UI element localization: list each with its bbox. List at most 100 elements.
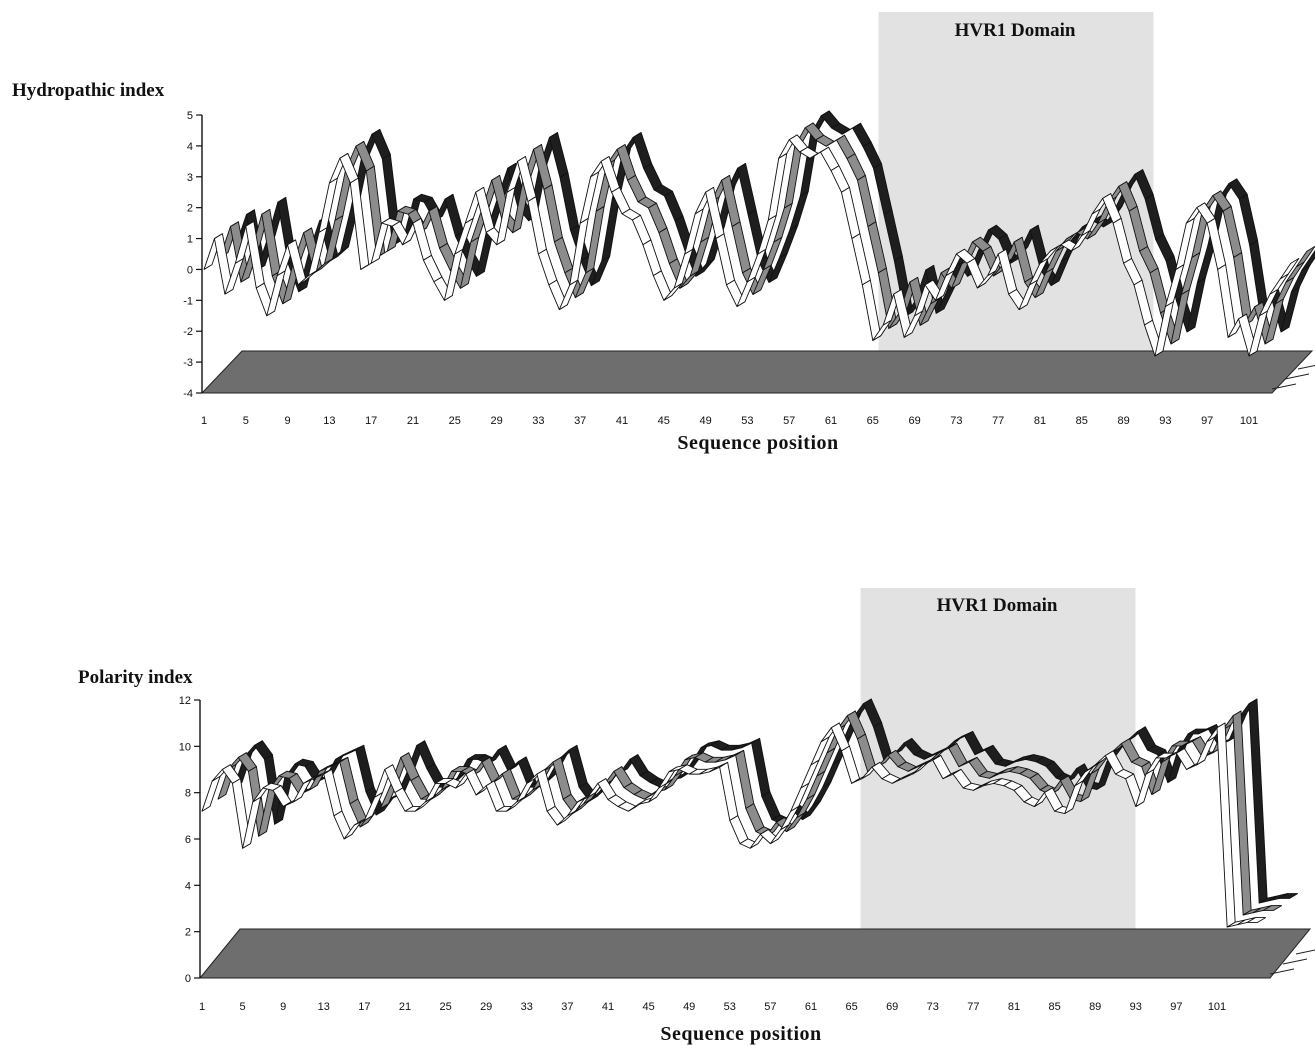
x-tick-label: 1 (201, 415, 207, 427)
y-tick-label: 10 (179, 741, 191, 753)
ribbon-segment (1238, 193, 1259, 246)
y-tick-label: 0 (185, 973, 191, 985)
x-tick-label: 61 (825, 415, 837, 427)
x-tick-label: 53 (724, 1001, 736, 1013)
x-tick-label: 93 (1159, 415, 1171, 427)
x-tick-label: 61 (805, 1001, 817, 1013)
ribbon-segment (851, 233, 871, 286)
x-tick-label: 85 (1076, 415, 1088, 427)
ribbon-segment (537, 248, 558, 286)
ribbon-segment (642, 239, 662, 277)
ribbon-segment (841, 745, 861, 784)
x-tick-label: 101 (1208, 1001, 1226, 1013)
ribbon-segment (1246, 917, 1267, 923)
ribbon-segment (627, 174, 647, 203)
ribbon-segment (552, 756, 572, 800)
x-tick-label: 69 (908, 415, 920, 427)
x-tick-label: 9 (280, 1001, 286, 1013)
y-tick-label: 2 (187, 203, 193, 215)
ribbon-segment (1262, 905, 1283, 911)
y-tick-label: 4 (185, 880, 191, 892)
ribbon-segment (643, 162, 663, 191)
x-tick-label: 45 (658, 415, 670, 427)
hvr1-domain-label: HVR1 Domain (955, 20, 1076, 41)
x-tick-label: 89 (1117, 415, 1129, 427)
ribbon-segment (355, 744, 375, 793)
y-tick-label: 6 (185, 834, 191, 846)
y-tick-label: 1 (187, 234, 193, 246)
y-tick-label: -3 (183, 357, 193, 369)
ribbon-segment (423, 254, 443, 283)
x-tick-label: 65 (845, 1001, 857, 1013)
ribbon-segment (731, 221, 751, 274)
ribbon-segment (737, 162, 757, 216)
ribbon-segment (862, 141, 882, 169)
ribbon-segment (444, 193, 464, 237)
ribbon-segment (339, 756, 359, 805)
x-tick-label: 89 (1089, 1001, 1101, 1013)
y-axis-label: Polarity index (78, 667, 193, 688)
ribbon-segment (632, 214, 652, 246)
ribbon-segment (527, 196, 547, 255)
depth-tick (1282, 958, 1308, 965)
x-tick-label: 81 (1034, 415, 1046, 427)
x-tick-label: 17 (358, 1001, 370, 1013)
y-tick-label: -2 (183, 326, 193, 338)
ribbon-segment (428, 205, 448, 249)
ribbon-segment (830, 165, 850, 193)
y-axis-label: Hydropathic index (12, 80, 165, 101)
y-tick-label: 0 (187, 264, 193, 276)
x-axis-label: Sequence position (660, 1023, 821, 1045)
ribbon-segment (568, 744, 588, 788)
y-tick-label: 4 (187, 141, 193, 153)
x-tick-label: 37 (574, 415, 586, 427)
ribbon-segment (648, 202, 668, 234)
y-tick-label: 5 (187, 110, 193, 122)
ribbon-segment (1249, 240, 1269, 314)
depth-tick (1271, 383, 1297, 390)
ribbon-segment (719, 761, 739, 821)
x-tick-label: 21 (399, 1001, 411, 1013)
x-tick-label: 85 (1048, 1001, 1060, 1013)
depth-tick (1295, 949, 1315, 955)
ribbon-segment (1248, 698, 1268, 904)
ribbon-segment (549, 132, 569, 178)
ribbon-segment (1311, 249, 1315, 256)
ribbon-segment (745, 803, 765, 833)
x-tick-label: 101 (1240, 415, 1258, 427)
chart-floor (198, 928, 1312, 979)
depth-tick (1269, 968, 1295, 975)
x-tick-label: 77 (967, 1001, 979, 1013)
x-tick-label: 97 (1201, 415, 1213, 427)
x-tick-label: 45 (642, 1001, 654, 1013)
y-tick-label: 8 (185, 788, 191, 800)
x-tick-label: 53 (741, 415, 753, 427)
x-tick-label: 21 (407, 415, 419, 427)
x-tick-label: 29 (480, 1001, 492, 1013)
ribbon-segment (201, 775, 221, 812)
ribbon-segment (1233, 252, 1253, 326)
ribbon-segment (1278, 893, 1299, 899)
y-tick-label: -1 (183, 295, 193, 307)
ribbon-segment (664, 190, 684, 222)
y-tick-label: 12 (179, 695, 191, 707)
x-tick-label: 65 (867, 415, 879, 427)
ribbon-segment (861, 279, 882, 341)
polarity-chart: 12 10 8 6 4 2 0 1 5 9 13 17 21 25 29 33 37 41 45 49 53 57 61 65… (78, 588, 1315, 1045)
ribbon-segment (553, 236, 574, 274)
x-tick-label: 41 (616, 415, 628, 427)
x-tick-label: 37 (561, 1001, 573, 1013)
ribbon-segment (658, 227, 678, 265)
x-tick-label: 33 (532, 415, 544, 427)
x-tick-label: 73 (950, 415, 962, 427)
ribbon-segment (1216, 722, 1236, 928)
ribbon-segment (857, 174, 877, 228)
x-tick-label: 49 (683, 1001, 695, 1013)
ribbon-segment (846, 153, 866, 181)
ribbon-segment (559, 172, 579, 231)
ribbon-segment (761, 791, 781, 821)
ribbon-layer-0 (203, 134, 1300, 357)
x-tick-label: 1 (199, 1001, 205, 1013)
